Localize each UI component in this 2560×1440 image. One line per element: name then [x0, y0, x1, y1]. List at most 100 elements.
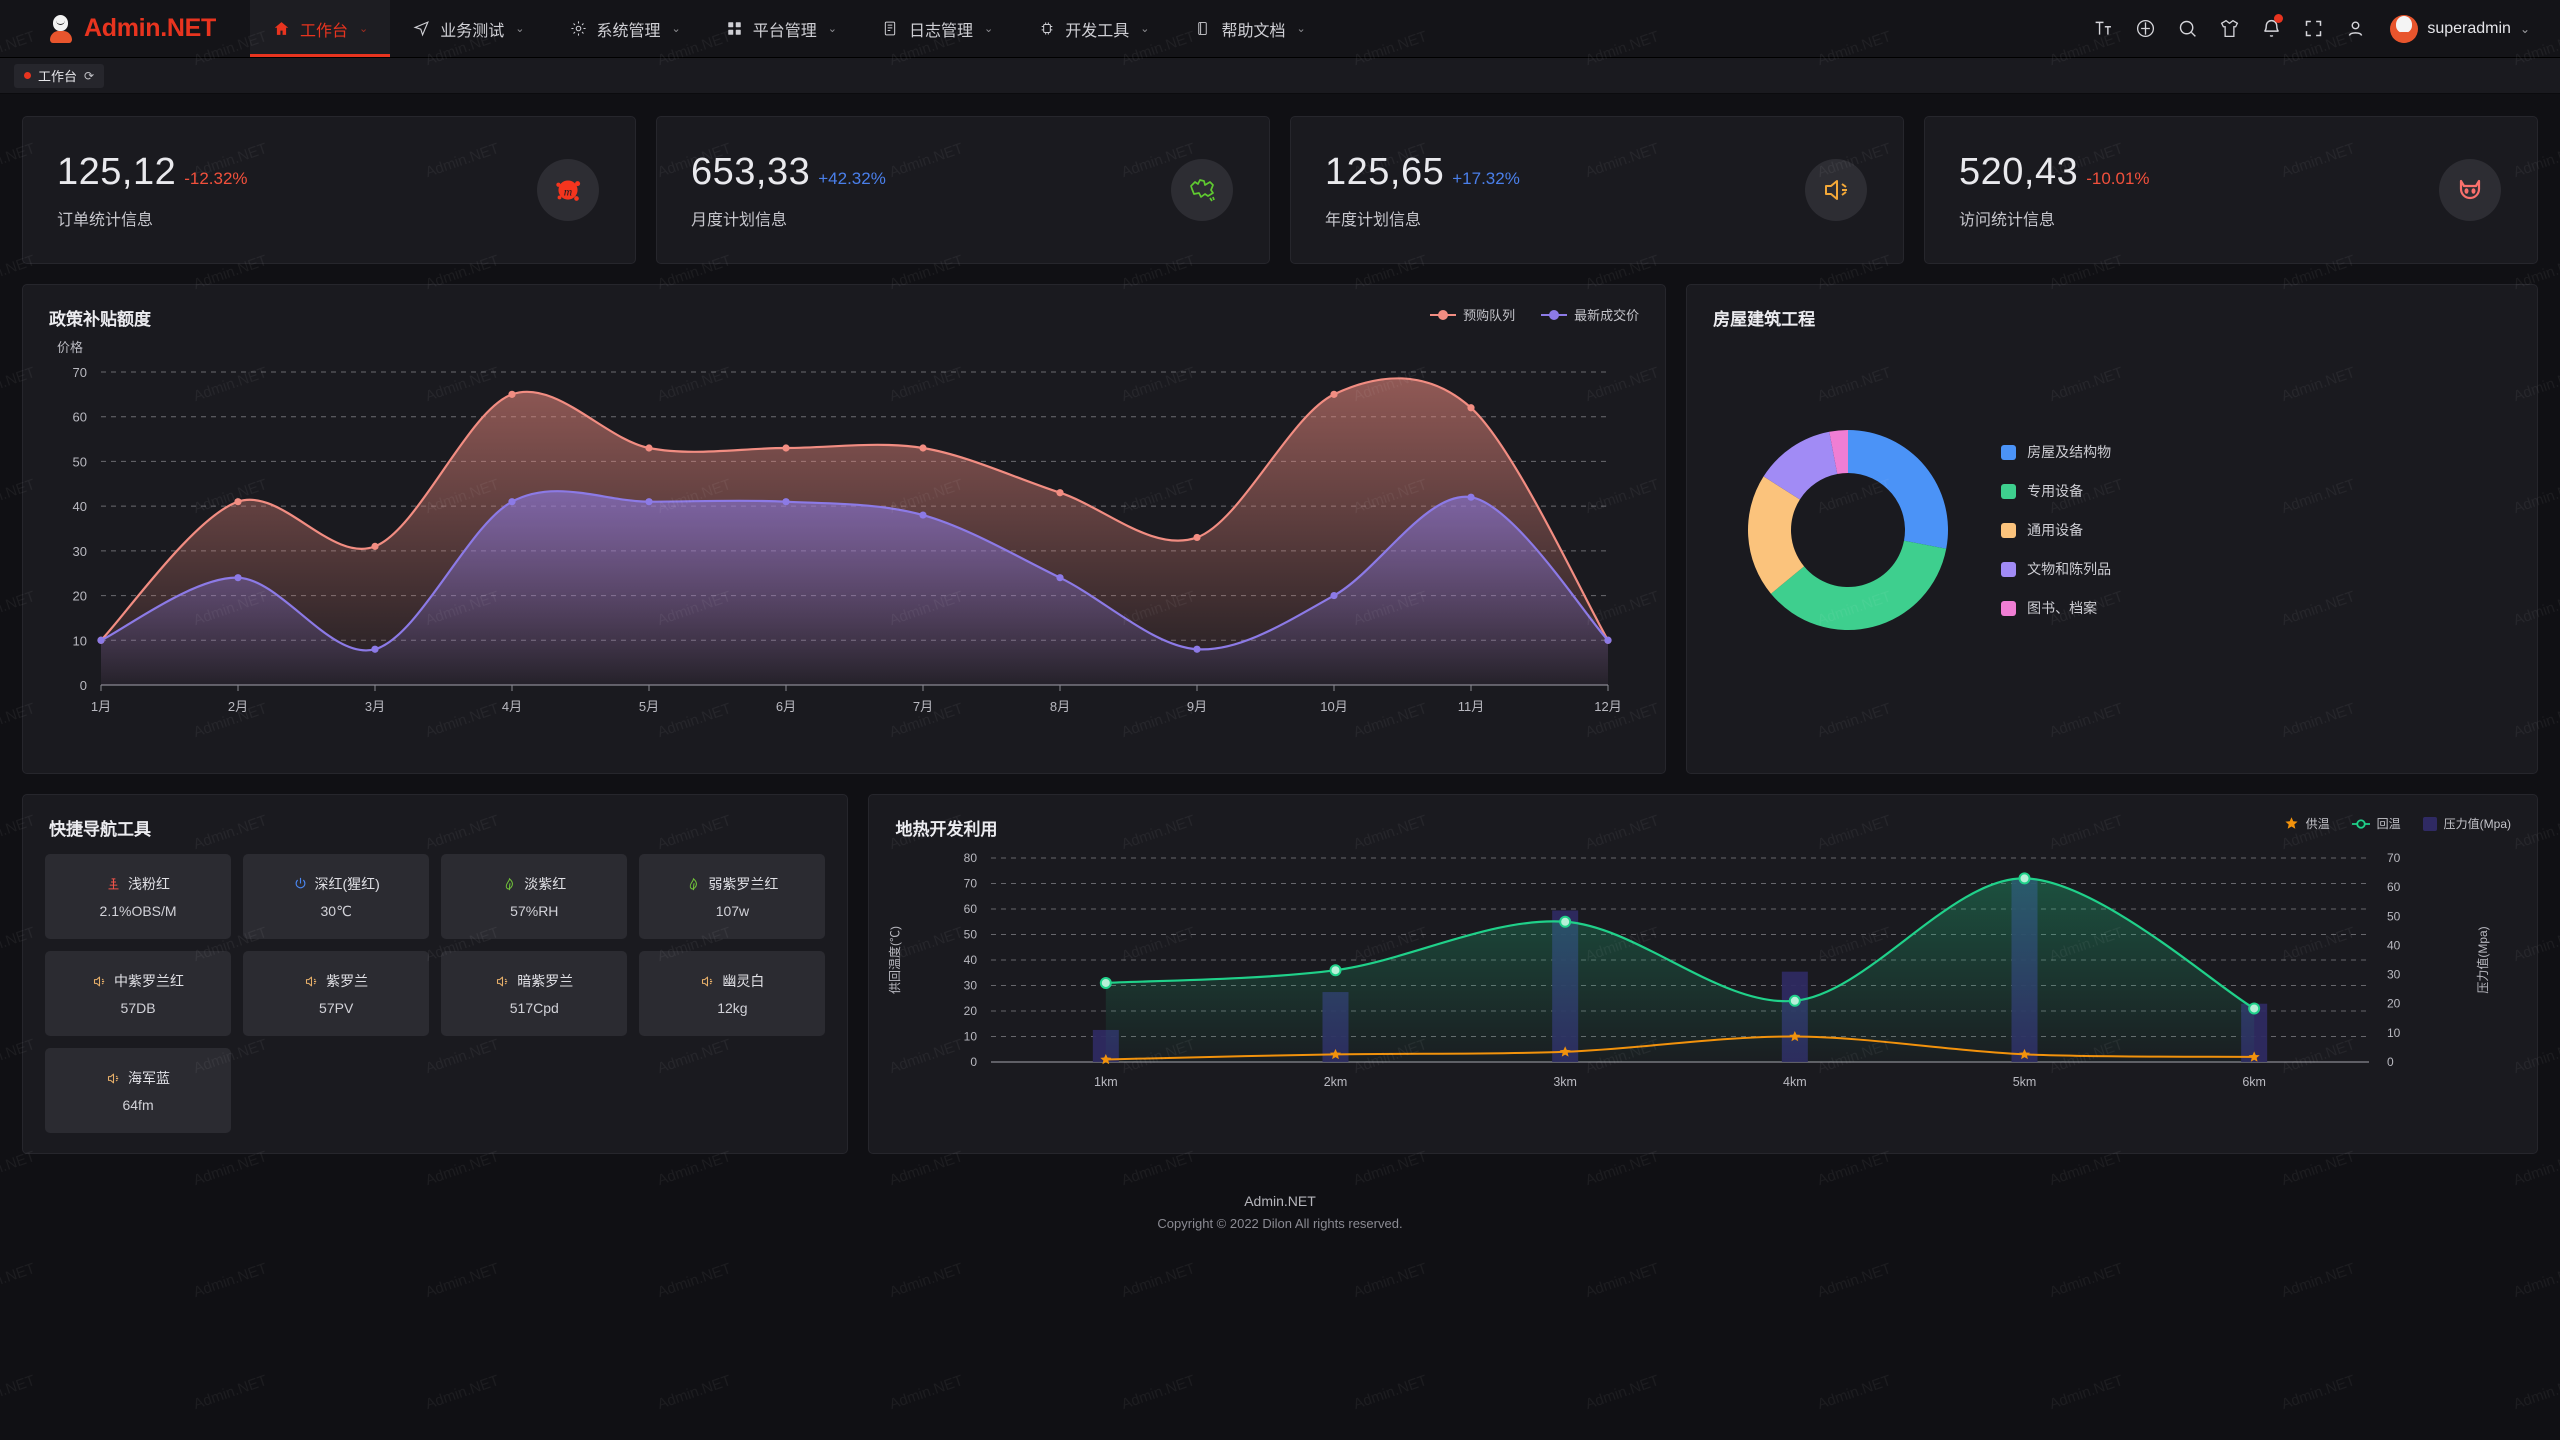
quicknav-item-value: 64fm [122, 1097, 154, 1113]
page-footer: Admin.NET Copyright © 2022 Dilon All rig… [22, 1174, 2538, 1250]
nav-item-1[interactable]: 业务测试 ⌄ [390, 0, 546, 57]
account-icon[interactable] [2334, 0, 2376, 58]
stat-card-2[interactable]: 125,65 +17.32% 年度计划信息 [1290, 116, 1904, 264]
home-icon [272, 19, 291, 38]
legend-item-1[interactable]: 最新成交价 [1541, 305, 1639, 324]
svg-text:10: 10 [964, 1030, 978, 1044]
stat-card-3[interactable]: 520,43 -10.01% 访问统计信息 [1924, 116, 2538, 264]
svg-text:10月: 10月 [1320, 699, 1347, 714]
donut-legend-item-0[interactable]: 房屋及结构物 [2001, 442, 2111, 462]
svg-text:8月: 8月 [1050, 699, 1070, 714]
svg-text:0: 0 [2387, 1055, 2394, 1069]
volume-icon [1805, 159, 1867, 221]
nav-item-0[interactable]: 工作台 ⌄ [250, 0, 391, 57]
legend-item-pressure[interactable]: 压力值(Mpa) [2422, 815, 2511, 832]
theme-shirt-icon[interactable] [2208, 0, 2250, 58]
stat-delta: -10.01% [2086, 168, 2150, 188]
nav-item-2[interactable]: 系统管理 ⌄ [547, 0, 703, 57]
svg-text:2km: 2km [1324, 1075, 1348, 1089]
stat-card-0[interactable]: 125,12 -12.32% 订单统计信息 m [22, 116, 636, 264]
svg-text:0: 0 [971, 1055, 978, 1069]
quicknav-item-3[interactable]: 弱紫罗兰红 107w [639, 854, 826, 939]
legend-swatch [2001, 483, 2017, 499]
legend-label: 图书、档案 [2027, 600, 2098, 616]
notification-bell-icon[interactable] [2250, 0, 2292, 58]
quicknav-item-7[interactable]: 幽灵白 12kg [639, 951, 826, 1036]
donut-legend-item-4[interactable]: 图书、档案 [2001, 598, 2111, 618]
quicknav-item-label: 中紫罗兰红 [114, 973, 185, 989]
svg-text:40: 40 [2387, 938, 2401, 952]
leaf-icon [686, 877, 701, 892]
stat-text: 653,33 +42.32% 月度计划信息 [691, 151, 886, 230]
svg-text:60: 60 [964, 902, 978, 916]
fullscreen-icon[interactable] [2292, 0, 2334, 58]
quicknav-item-0[interactable]: 浅粉红 2.1%OBS/M [45, 854, 232, 939]
nav-item-4[interactable]: 日志管理 ⌄ [859, 0, 1015, 57]
svg-text:1月: 1月 [91, 699, 111, 714]
svg-text:80: 80 [964, 851, 978, 865]
chevron-down-icon: ⌄ [827, 23, 837, 35]
grid-icon [725, 19, 744, 38]
svg-text:1km: 1km [1095, 1075, 1119, 1089]
legend-label: 房屋及结构物 [2027, 444, 2112, 460]
avatar [2390, 14, 2419, 43]
quicknav-item-header: 紫罗兰 [304, 971, 368, 991]
svg-text:60: 60 [2387, 880, 2401, 894]
quicknav-item-header: 海军蓝 [106, 1068, 170, 1088]
language-icon[interactable] [2124, 0, 2166, 58]
font-size-icon[interactable] [2082, 0, 2124, 58]
geothermal-legend: 供温 回温 压力值(Mpa) [2284, 815, 2511, 832]
quicknav-item-1[interactable]: 深红(猩红) 30℃ [243, 854, 430, 939]
donut-legend-item-1[interactable]: 专用设备 [2001, 481, 2111, 501]
nav-item-3[interactable]: 平台管理 ⌄ [703, 0, 859, 57]
donut-legend-item-3[interactable]: 文物和陈列品 [2001, 559, 2111, 579]
quicknav-item-label: 紫罗兰 [326, 973, 369, 989]
quicknav-item-5[interactable]: 紫罗兰 57PV [243, 951, 430, 1036]
quicknav-item-2[interactable]: 淡紫红 57%RH [441, 854, 628, 939]
user-menu[interactable]: superadmin ⌄ [2376, 14, 2538, 43]
footer-brand: Admin.NET [1244, 1193, 1316, 1209]
legend-label: 回温 [2376, 817, 2401, 831]
svg-text:70: 70 [73, 365, 87, 380]
legend-item-gongwen[interactable]: 供温 [2284, 815, 2330, 832]
book-icon [881, 19, 900, 38]
quicknav-item-label: 浅粉红 [128, 876, 171, 892]
legend-swatch-line [1541, 309, 1568, 320]
svg-text:0: 0 [80, 678, 87, 693]
svg-text:20: 20 [964, 1004, 978, 1018]
quicknav-item-header: 浅粉红 [106, 874, 170, 894]
quicknav-item-4[interactable]: 中紫罗兰红 57DB [45, 951, 232, 1036]
quicknav-item-8[interactable]: 海军蓝 64fm [45, 1048, 232, 1133]
doc-icon [1193, 19, 1212, 38]
legend-item-huiwen[interactable]: 回温 [2351, 815, 2401, 832]
refresh-icon[interactable]: ⟳ [84, 68, 95, 83]
svg-text:6km: 6km [2243, 1075, 2267, 1089]
navigation-icon [412, 19, 431, 38]
svg-text:9月: 9月 [1187, 699, 1207, 714]
splat-red-icon: m [537, 159, 599, 221]
svg-text:60: 60 [73, 410, 87, 425]
stat-delta: -12.32% [184, 168, 248, 188]
svg-text:供回温度(℃): 供回温度(℃) [887, 926, 902, 994]
legend-label: 最新成交价 [1574, 308, 1640, 323]
svg-text:70: 70 [2387, 851, 2401, 865]
stat-card-1[interactable]: 653,33 +42.32% 月度计划信息 [656, 116, 1270, 264]
nav-item-6[interactable]: 帮助文档 ⌄ [1171, 0, 1327, 57]
geothermal-title: 地热开发利用 [895, 820, 998, 839]
quicknav-item-6[interactable]: 暗紫罗兰 517Cpd [441, 951, 628, 1036]
legend-label: 压力值(Mpa) [2443, 817, 2511, 831]
search-icon[interactable] [2166, 0, 2208, 58]
svg-text:70: 70 [964, 877, 978, 891]
bottom-row: 快捷导航工具 浅粉红 2.1%OBS/M 深红(猩红) 30℃ 淡紫红 57%RH 弱紫罗兰… [22, 794, 2538, 1154]
brand-logo-area[interactable]: Admin.NET [0, 0, 250, 57]
volume-icon [304, 974, 319, 989]
legend-item-0[interactable]: 预购队列 [1430, 305, 1515, 324]
svg-text:30: 30 [73, 544, 87, 559]
tab-0[interactable]: 工作台 ⟳ [14, 63, 105, 88]
stat-value-row: 125,65 +17.32% [1325, 151, 1520, 194]
volume-icon [495, 974, 510, 989]
nav-item-label: 系统管理 [596, 22, 661, 40]
donut-legend-item-2[interactable]: 通用设备 [2001, 520, 2111, 540]
geothermal-panel: 地热开发利用 供温 回温 [868, 794, 2538, 1154]
nav-item-5[interactable]: 开发工具 ⌄ [1015, 0, 1171, 57]
